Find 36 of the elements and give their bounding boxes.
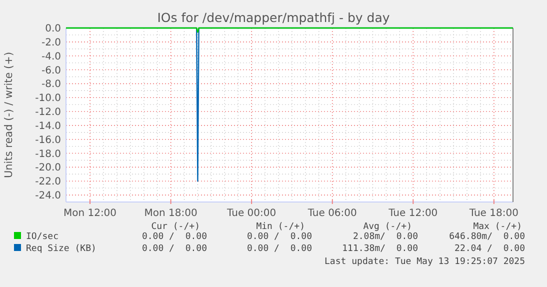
y-tick-label: -4.0 [41, 51, 61, 62]
y-tick-label: -8.0 [41, 79, 61, 90]
x-tick-label: Mon 18:00 [144, 208, 198, 219]
text: 0.00 / 0.00 [246, 244, 312, 254]
text: Max (-/+) [473, 222, 522, 232]
y-tick-label: 0.0 [45, 24, 61, 34]
chart-title: IOs for /dev/mapper/mpathfj - by day [157, 10, 390, 25]
y-tick-label: -12.0 [35, 107, 61, 118]
y-axis-title: Units read (-) / write (+) [3, 52, 15, 178]
y-tick-label: -22.0 [35, 176, 61, 188]
text: Last update: Tue May 13 19:25:07 2025 [324, 257, 525, 267]
text: 22.04 / 0.00 [454, 244, 525, 254]
text: 0.00 / 0.00 [142, 232, 207, 242]
y-tick-label: -6.0 [41, 65, 61, 76]
legend-label: Req Size (KB) [26, 244, 96, 254]
legend-label: IO/sec [26, 232, 59, 242]
y-tick-label: -14.0 [35, 120, 61, 132]
y-tick-label: -16.0 [35, 134, 61, 146]
text: 2.08m/ 0.00 [352, 232, 418, 242]
x-tick-label: Mon 12:00 [63, 208, 117, 219]
text: Cur (-/+) [151, 222, 200, 232]
y-tick-label: -24.0 [35, 190, 61, 202]
text: 0.00 / 0.00 [246, 232, 312, 242]
y-tick-label: -18.0 [35, 148, 61, 160]
text: 646.80m/ 0.00 [449, 232, 525, 242]
text: 111.38m/ 0.00 [342, 244, 418, 254]
x-tick-label: Tue 00:00 [226, 208, 276, 219]
x-tick-label: Tue 18:00 [468, 208, 518, 219]
text: Min (-/+) [256, 222, 305, 232]
x-tick-label: Tue 12:00 [388, 208, 438, 219]
y-tick-label: -10.0 [35, 93, 61, 104]
text: 0.00 / 0.00 [142, 244, 207, 254]
y-tick-label: -20.0 [35, 162, 61, 174]
text: Avg (-/+) [363, 222, 412, 232]
y-tick-label: -2.0 [41, 37, 61, 48]
x-tick-label: Tue 06:00 [306, 208, 357, 219]
